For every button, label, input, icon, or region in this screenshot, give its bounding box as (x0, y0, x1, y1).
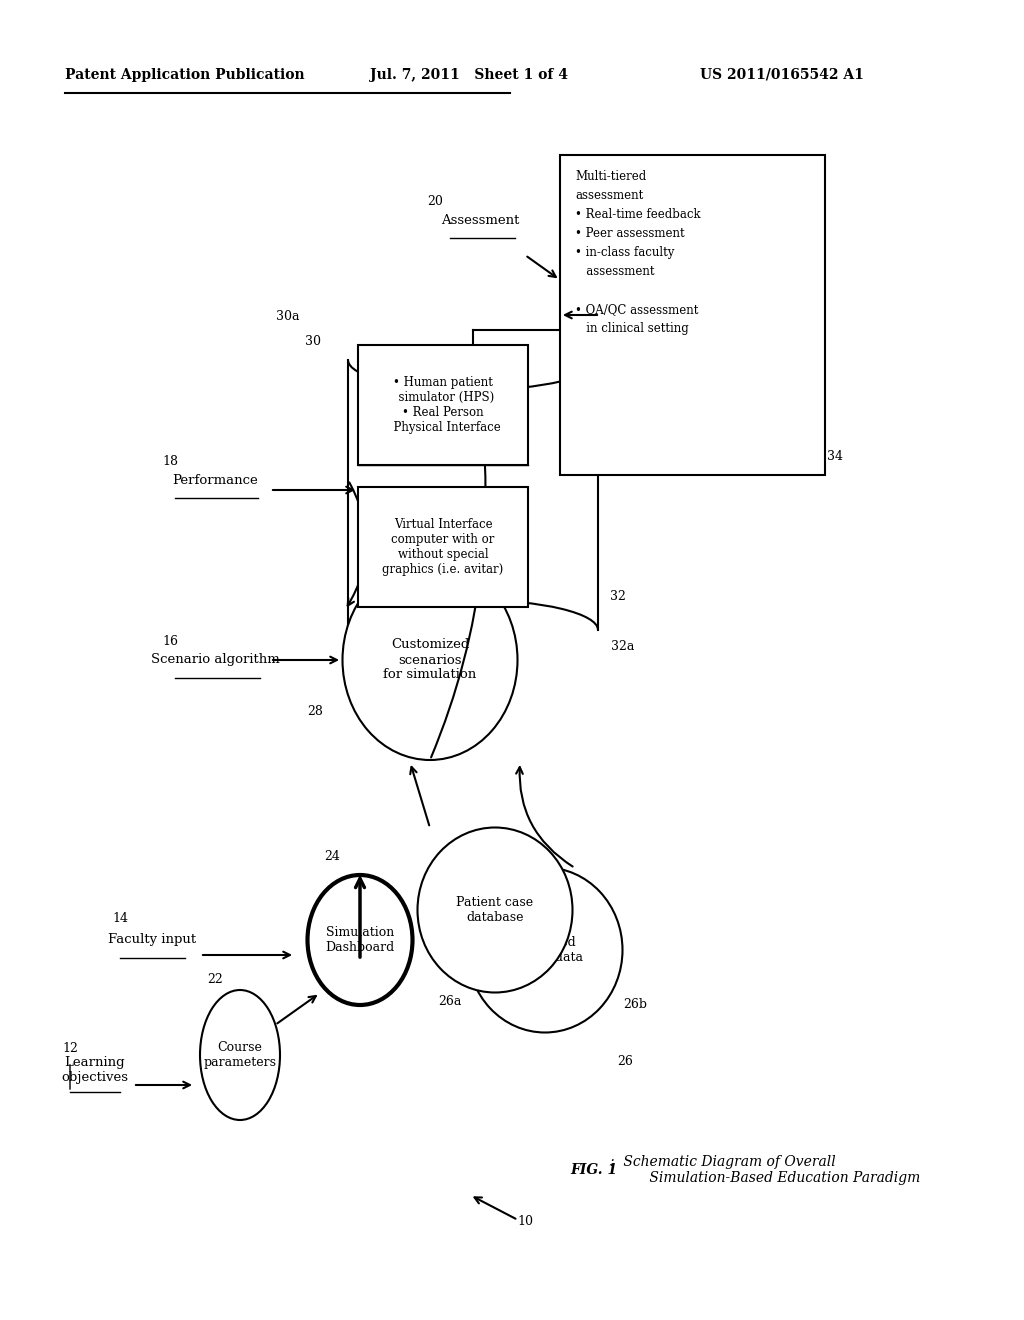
Text: 12: 12 (62, 1041, 78, 1055)
Text: Customized
scenarios
for simulation: Customized scenarios for simulation (383, 639, 476, 681)
Text: Virtual Interface
computer with or
without special
graphics (i.e. avitar): Virtual Interface computer with or witho… (382, 517, 504, 576)
Text: Multi-tiered
assessment
• Real-time feedback
• Peer assessment
• in-class facult: Multi-tiered assessment • Real-time feed… (575, 170, 700, 335)
Ellipse shape (468, 867, 623, 1032)
Text: Simulation
Dashboard: Simulation Dashboard (326, 927, 394, 954)
Text: Patient case
database: Patient case database (457, 896, 534, 924)
Text: 18: 18 (162, 455, 178, 469)
Text: Course
parameters: Course parameters (204, 1041, 276, 1069)
FancyBboxPatch shape (358, 345, 528, 465)
Text: :  Schematic Diagram of Overall
         Simulation-Based Education Paradigm: : Schematic Diagram of Overall Simulatio… (610, 1155, 921, 1185)
Text: Contrived
Patient data: Contrived Patient data (507, 936, 584, 964)
Text: • Human patient
  simulator (HPS)
• Real Person
  Physical Interface: • Human patient simulator (HPS) • Real P… (386, 376, 501, 434)
Text: Faculty input: Faculty input (108, 933, 196, 946)
Text: 10: 10 (517, 1214, 534, 1228)
Text: 34: 34 (827, 450, 843, 463)
Text: 20: 20 (427, 195, 443, 209)
Ellipse shape (418, 828, 572, 993)
Text: 30a: 30a (276, 310, 300, 323)
Ellipse shape (342, 560, 517, 760)
Text: Assessment: Assessment (440, 214, 519, 227)
Ellipse shape (307, 875, 413, 1005)
Text: 22: 22 (207, 973, 223, 986)
Text: Learning
objectives: Learning objectives (61, 1056, 128, 1084)
Text: Scenario algorithm: Scenario algorithm (151, 653, 280, 667)
Text: 24: 24 (324, 850, 340, 863)
Text: 32a: 32a (611, 640, 635, 653)
Text: 32: 32 (610, 590, 626, 603)
Text: 26a: 26a (438, 995, 462, 1008)
Text: 26: 26 (617, 1055, 633, 1068)
Text: 28: 28 (307, 705, 323, 718)
FancyBboxPatch shape (560, 154, 825, 475)
Text: FIG. 1: FIG. 1 (570, 1163, 617, 1177)
Text: 30: 30 (305, 335, 321, 348)
Text: 14: 14 (112, 912, 128, 925)
FancyBboxPatch shape (358, 487, 528, 607)
Text: 16: 16 (162, 635, 178, 648)
Text: Patent Application Publication: Patent Application Publication (65, 69, 304, 82)
Text: US 2011/0165542 A1: US 2011/0165542 A1 (700, 69, 864, 82)
Text: Performance: Performance (172, 474, 258, 487)
Text: Jul. 7, 2011   Sheet 1 of 4: Jul. 7, 2011 Sheet 1 of 4 (370, 69, 568, 82)
Ellipse shape (200, 990, 280, 1119)
Text: 26b: 26b (623, 998, 647, 1011)
